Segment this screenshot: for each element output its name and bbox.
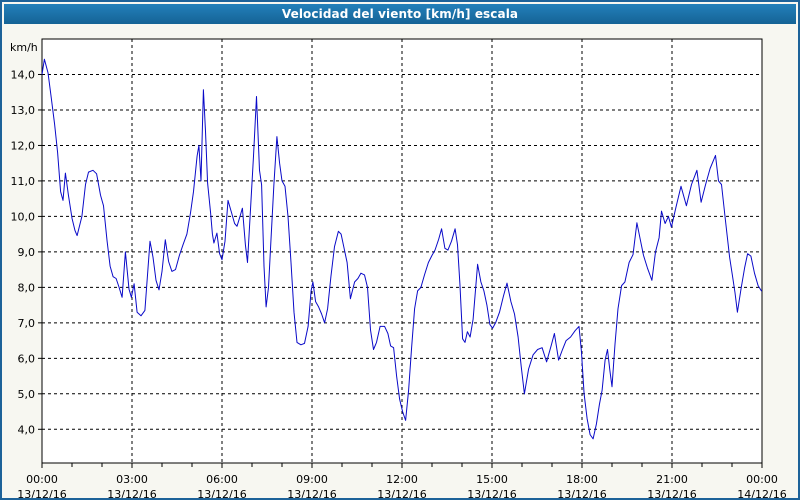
y-tick-label: 9,0 [18,246,36,259]
y-tick-label: 10,0 [11,210,36,223]
y-tick-label: 5,0 [18,388,36,401]
y-tick-label: 8,0 [18,281,36,294]
x-tick-time-label: 00:00 [26,473,58,486]
window-title: Velocidad del viento [km/h] escala [281,7,519,21]
x-tick-time-label: 00:00 [746,473,778,486]
window-titlebar: Velocidad del viento [km/h] escala [4,4,796,24]
x-tick-date-label: 13/12/16 [197,488,246,500]
y-tick-label: 12,0 [11,139,36,152]
y-tick-label: 4,0 [18,423,36,436]
x-tick-date-label: 13/12/16 [467,488,516,500]
x-tick-date-label: 13/12/16 [107,488,156,500]
y-tick-label: 13,0 [11,104,36,117]
x-tick-date-label: 13/12/16 [647,488,696,500]
x-tick-time-label: 15:00 [476,473,508,486]
x-tick-time-label: 21:00 [656,473,688,486]
x-tick-date-label: 13/12/16 [17,488,66,500]
x-tick-date-label: 14/12/16 [737,488,786,500]
x-tick-date-label: 13/12/16 [557,488,606,500]
x-tick-time-label: 09:00 [296,473,328,486]
plot-border [41,38,763,464]
x-tick-time-label: 12:00 [386,473,418,486]
x-tick-date-label: 13/12/16 [287,488,336,500]
x-tick-time-label: 03:00 [116,473,148,486]
y-tick-label: 14,0 [11,68,36,81]
y-axis-unit-label: km/h [10,41,38,54]
y-tick-label: 11,0 [11,175,36,188]
y-tick-label: 7,0 [18,317,36,330]
x-tick-date-label: 13/12/16 [377,488,426,500]
wind-speed-line [41,58,762,440]
x-tick-time-label: 18:00 [566,473,598,486]
y-tick-label: 6,0 [18,352,36,365]
x-tick-time-label: 06:00 [206,473,238,486]
